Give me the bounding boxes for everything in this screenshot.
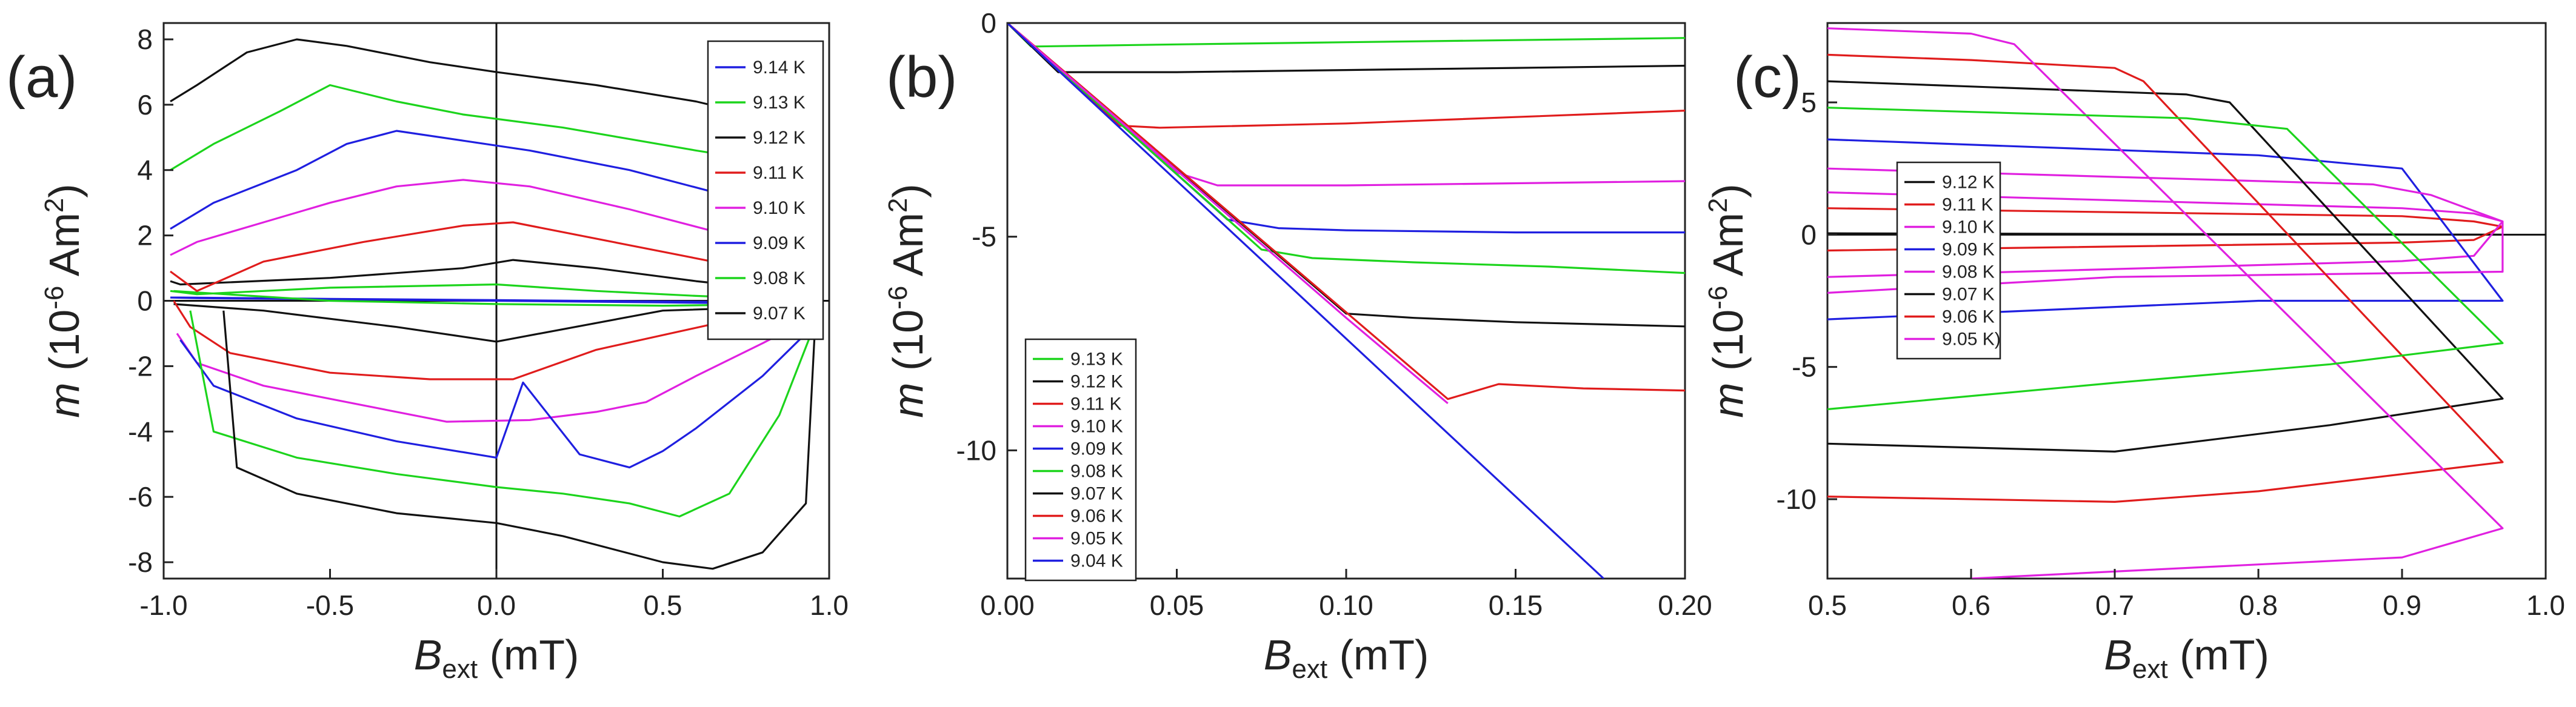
legend-entry: 9.08 K <box>1070 462 1123 482</box>
x-axis-label: Bext (mT) <box>414 631 579 684</box>
legend-entry: 9.05 K) <box>1942 330 2001 350</box>
legend-entry: 9.13 K <box>753 93 806 113</box>
legend-entry: 9.10 K <box>753 198 806 218</box>
x-tick-label: 0.7 <box>2095 589 2134 621</box>
series-line <box>1007 23 1604 579</box>
x-tick-label: 0.9 <box>2383 589 2421 621</box>
y-tick-label: 6 <box>137 89 153 121</box>
x-tick-label: 0.5 <box>644 589 682 621</box>
legend-entry: 9.12 K <box>1942 173 1995 193</box>
x-tick-label: 0.05 <box>1150 589 1204 621</box>
legend-entry: 9.11 K <box>753 163 804 183</box>
series-line <box>1827 80 2504 453</box>
series-line <box>170 84 821 518</box>
series-line <box>1827 53 2504 503</box>
series-line <box>1007 23 1685 274</box>
x-tick-label: -1.0 <box>139 589 187 621</box>
x-tick-label: 0.6 <box>1952 589 1990 621</box>
series-group <box>1827 27 2504 579</box>
y-tick-label: 8 <box>137 24 153 55</box>
y-tick-label: -6 <box>128 481 153 513</box>
legend: 9.13 K9.12 K9.11 K 9.10 K9.09 K 9.08 K9.07… <box>1024 338 1137 582</box>
x-tick-label: 0.00 <box>980 589 1035 621</box>
y-axis-label: m (10-6 Am2) <box>39 184 88 417</box>
legend-entry: 9.13 K <box>1070 350 1123 370</box>
legend-entry: 9.07 K <box>753 304 806 324</box>
y-axis-label: m (10-6 Am2) <box>883 184 932 417</box>
x-tick-label: 0.0 <box>477 589 516 621</box>
legend-entry: 9.04 K <box>1070 551 1123 571</box>
panel-label: (c) <box>1733 45 1801 110</box>
series-line <box>1007 23 1685 187</box>
y-tick-label: -5 <box>972 221 996 253</box>
legend-entry: 9.08 K <box>1942 262 1995 282</box>
legend-entry: 9.10 K <box>1942 217 1995 237</box>
x-tick-label: 0.20 <box>1658 589 1712 621</box>
series-group <box>1007 23 1685 579</box>
y-tick-label: -5 <box>1792 351 1817 383</box>
series-line <box>1827 167 2504 294</box>
legend-entry: 9.07 K <box>1070 484 1123 504</box>
legend-box <box>1024 338 1137 582</box>
y-tick-label: 0 <box>981 7 996 39</box>
legend-entry: 9.11 K <box>1070 394 1122 414</box>
legend-entry: 9.11 K <box>1942 195 1994 215</box>
legend-entry: 9.09 K <box>1942 240 1995 260</box>
y-tick-label: -10 <box>956 434 996 466</box>
legend-entry: 9.09 K <box>1070 439 1123 459</box>
x-tick-label: 0.10 <box>1319 589 1373 621</box>
legend-entry: 9.06 K <box>1070 506 1123 526</box>
series-line <box>1827 27 2504 579</box>
x-tick-label: 0.5 <box>1808 589 1847 621</box>
series-line <box>1827 107 2504 411</box>
legend: 9.14 K 9.13 K 9.12 K 9.11 K 9.10 K 9.09 K 9.08… <box>707 40 824 340</box>
legend-entry: 9.14 K <box>753 58 806 78</box>
legend-entry: 9.07 K <box>1942 285 1995 305</box>
y-tick-label: -2 <box>128 350 153 382</box>
chart-panel-3: 0.5 0.6 0.7 0.8 0.9 1.0 5 0 -5 -10 Bext (mT) m (10-… <box>1703 22 2565 684</box>
y-tick-label: 4 <box>137 154 153 186</box>
x-tick-label: 0.8 <box>2239 589 2278 621</box>
series-line <box>1007 23 1685 328</box>
panel-label: (a) <box>6 45 77 110</box>
y-tick-label: 0 <box>1801 219 1817 250</box>
series-line <box>1007 23 1685 400</box>
y-tick-label: -4 <box>128 416 153 447</box>
plot-frame <box>1826 22 2547 580</box>
legend-entry: 9.12 K <box>753 128 806 148</box>
legend-entry: 9.08 K <box>753 268 806 288</box>
y-tick-label: -10 <box>1777 483 1817 515</box>
x-tick-label: -0.5 <box>306 589 354 621</box>
y-axis-label: m (10-6 Am2) <box>1703 184 1752 417</box>
legend: 9.12 K9.11 K9.10 K 9.09 K9.08 K 9.07 K9.06… <box>1896 161 2001 360</box>
legend-entry: 9.12 K <box>1070 372 1123 392</box>
panel-label: (b) <box>886 45 957 110</box>
series-line <box>1007 23 1685 234</box>
y-tick-label: 2 <box>137 220 153 251</box>
chart-panel-1: -1.0 -0.5 0.0 0.5 1.0 -8 -6 -4 -2 0 2 4 6 8 Bext (mT) m… <box>6 22 849 684</box>
legend-entry: 9.10 K <box>1070 417 1123 437</box>
legend-box <box>1896 161 2001 360</box>
x-tick-label: 1.0 <box>810 589 849 621</box>
chart-panel-2: 0.00 0.05 0.10 0.15 0.20 0 -5 -10 Bext (mT) m (10… <box>883 7 1712 684</box>
series-line <box>1007 23 1685 73</box>
legend-entry: 9.06 K <box>1942 307 1995 327</box>
series-line <box>1007 23 1449 405</box>
y-tick-label: 5 <box>1801 87 1817 118</box>
legend-entry: 9.09 K <box>753 233 806 253</box>
y-tick-label: -8 <box>128 546 153 578</box>
series-line <box>1827 138 2504 320</box>
legend-entry: 9.05 K <box>1070 529 1123 549</box>
x-axis-label: Bext (mT) <box>2104 631 2269 684</box>
series-group <box>170 38 824 570</box>
legend-box <box>707 40 824 340</box>
y-tick-label: 0 <box>137 285 153 317</box>
series-line <box>170 130 821 469</box>
series-line <box>1007 23 1685 48</box>
x-axis-label: Bext (mT) <box>1264 631 1429 684</box>
x-tick-label: 1.0 <box>2526 589 2565 621</box>
x-tick-label: 0.15 <box>1489 589 1543 621</box>
